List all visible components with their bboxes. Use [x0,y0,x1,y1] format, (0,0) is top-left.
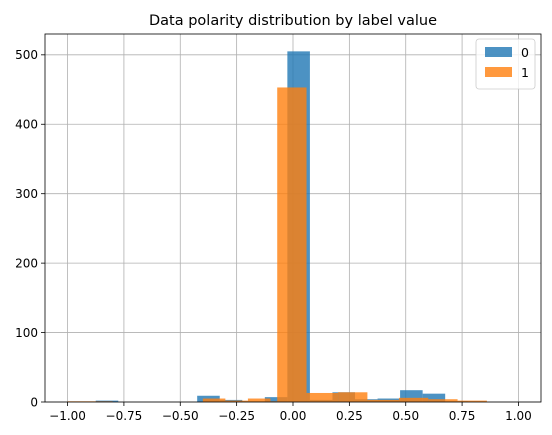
axis-ticks: −1.00 −0.75 −0.50 −0.25 0.00 0.25 0.50 0.75 1.00… [15,48,532,423]
series-1-bars [67,87,487,403]
histogram-bar [264,397,288,402]
x-tick-label: 0.25 [336,409,363,423]
legend-swatch-1 [485,67,512,77]
x-tick-label: 0.75 [449,409,476,423]
x-tick-label: −0.50 [162,409,199,423]
x-tick-label: 1.00 [505,409,532,423]
histogram-bar [338,392,368,402]
histogram-bar [306,392,339,402]
y-tick-label: 400 [15,118,38,132]
x-tick-label: 0.00 [280,409,307,423]
y-tick-label: 300 [15,187,38,201]
histogram-bar [398,397,429,402]
histogram-bar [225,400,248,402]
x-tick-label: −1.00 [49,409,86,423]
histogram-bar [400,390,423,402]
y-tick-label: 200 [15,256,38,270]
y-tick-label: 500 [15,48,38,62]
x-tick-label: 0.50 [392,409,419,423]
legend-swatch-0 [485,47,512,57]
histogram-bar [428,399,458,402]
legend-label-0: 0 [521,45,529,60]
x-tick-label: −0.25 [218,409,255,423]
legend-label-1: 1 [521,65,529,80]
histogram-bar [277,87,307,403]
histogram-bar [202,398,226,402]
histogram-bar [367,399,399,402]
chart-title: Data polarity distribution by label valu… [149,13,437,29]
x-tick-label: −0.75 [106,409,143,423]
histogram-bars [67,51,487,403]
histogram-bar [422,393,446,402]
legend: 01 [475,38,536,90]
y-tick-label: 0 [30,395,38,409]
y-tick-label: 100 [15,326,38,340]
histogram-bar [457,400,487,402]
histogram-bar [247,398,271,402]
